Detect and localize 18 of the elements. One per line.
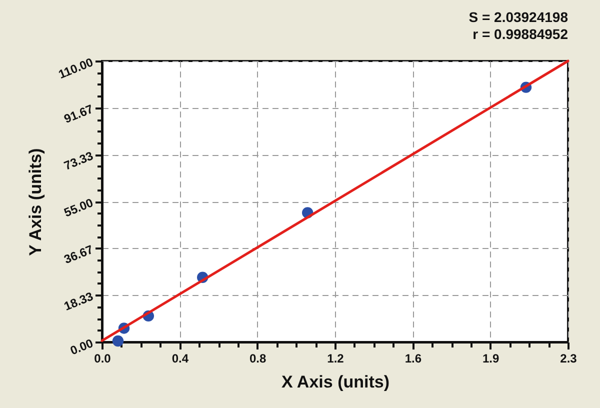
- x-tick-label: 2.3: [560, 352, 578, 366]
- x-tick-label: 1.9: [482, 352, 500, 366]
- y-tick-label: 55.00: [62, 195, 96, 220]
- text: r = 0.99884952: [472, 26, 568, 42]
- y-tick-label: 91.67: [62, 102, 96, 126]
- x-tick-label: 0.8: [249, 352, 267, 366]
- x-axis-title: X Axis (units): [282, 372, 390, 392]
- x-tick-label: 1.2: [327, 352, 344, 366]
- y-tick-label: 110.00: [56, 54, 96, 82]
- text: S = 2.03924198: [468, 9, 568, 25]
- x-tick-label: 1.6: [404, 352, 422, 366]
- x-tick-label: 0.4: [172, 352, 189, 366]
- y-tick-label: 36.67: [62, 242, 96, 267]
- y-tick-label: 73.33: [62, 148, 96, 173]
- y-tick-label: 0.00: [68, 336, 96, 358]
- x-tick-label: 0.0: [94, 352, 112, 366]
- y-tick-label: 18.33: [62, 289, 96, 314]
- y-axis-title: Y Axis (units): [26, 148, 45, 256]
